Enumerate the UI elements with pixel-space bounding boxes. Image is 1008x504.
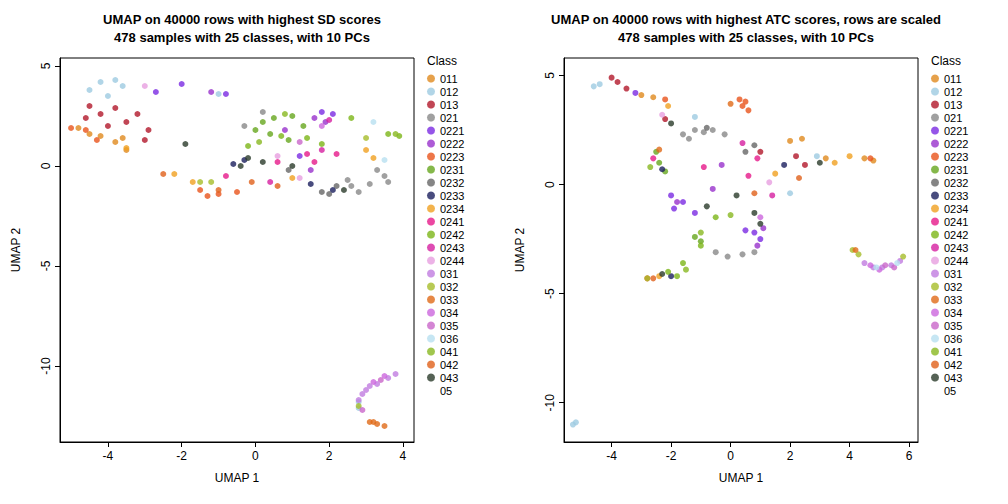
svg-text:011: 011 [944,73,962,85]
svg-text:0242: 0242 [440,229,464,241]
svg-text:-4: -4 [606,449,617,463]
svg-text:032: 032 [440,281,458,293]
svg-text:0243: 0243 [440,242,464,254]
svg-text:5: 5 [39,62,53,69]
svg-text:021: 021 [944,112,962,124]
svg-text:0241: 0241 [944,216,968,228]
svg-text:012: 012 [944,86,962,98]
svg-text:0223: 0223 [440,151,464,163]
svg-text:011: 011 [440,73,458,85]
svg-text:033: 033 [944,294,962,306]
svg-text:042: 042 [440,359,458,371]
svg-text:2: 2 [787,449,794,463]
svg-text:0221: 0221 [944,125,968,137]
svg-text:-10: -10 [39,357,53,375]
svg-text:UMAP 1: UMAP 1 [719,471,764,485]
svg-text:Class: Class [427,54,457,68]
svg-text:013: 013 [944,99,962,111]
svg-text:0222: 0222 [440,138,464,150]
svg-text:2: 2 [326,449,333,463]
svg-text:031: 031 [440,268,458,280]
svg-text:0: 0 [252,449,259,463]
svg-text:0234: 0234 [440,203,464,215]
svg-text:0221: 0221 [440,125,464,137]
svg-text:031: 031 [944,268,962,280]
svg-text:478 samples with 25 classes, w: 478 samples with 25 classes, with 10 PCs [114,30,370,45]
svg-text:0232: 0232 [944,177,968,189]
svg-text:4: 4 [846,449,853,463]
svg-text:Class: Class [931,54,961,68]
svg-text:UMAP 2: UMAP 2 [513,227,527,272]
svg-text:0231: 0231 [944,164,968,176]
svg-text:0234: 0234 [944,203,968,215]
svg-text:0: 0 [39,162,53,169]
svg-text:042: 042 [944,359,962,371]
svg-text:035: 035 [944,320,962,332]
svg-text:041: 041 [944,346,962,358]
svg-text:032: 032 [944,281,962,293]
svg-text:036: 036 [440,333,458,345]
svg-text:0244: 0244 [440,255,464,267]
svg-text:0232: 0232 [440,177,464,189]
svg-text:0: 0 [727,449,734,463]
svg-text:-2: -2 [176,449,187,463]
svg-text:021: 021 [440,112,458,124]
svg-text:0231: 0231 [440,164,464,176]
svg-text:4: 4 [400,449,407,463]
svg-text:5: 5 [543,72,557,79]
svg-text:034: 034 [440,307,458,319]
svg-text:043: 043 [440,372,458,384]
svg-text:0243: 0243 [944,242,968,254]
svg-text:-4: -4 [103,449,114,463]
svg-text:UMAP 1: UMAP 1 [215,471,260,485]
svg-text:013: 013 [440,99,458,111]
svg-text:0241: 0241 [440,216,464,228]
svg-text:UMAP on 40000 rows with highes: UMAP on 40000 rows with highest ATC scor… [551,12,941,27]
svg-text:0244: 0244 [944,255,968,267]
svg-text:041: 041 [440,346,458,358]
svg-text:043: 043 [944,372,962,384]
svg-text:033: 033 [440,294,458,306]
svg-text:012: 012 [440,86,458,98]
svg-text:0223: 0223 [944,151,968,163]
svg-text:036: 036 [944,333,962,345]
svg-text:0222: 0222 [944,138,968,150]
svg-text:-5: -5 [39,260,53,271]
svg-text:035: 035 [440,320,458,332]
svg-text:UMAP 2: UMAP 2 [9,227,23,272]
svg-text:05: 05 [944,385,956,397]
svg-text:-2: -2 [666,449,677,463]
svg-text:034: 034 [944,307,962,319]
svg-text:05: 05 [440,385,452,397]
svg-text:-10: -10 [543,394,557,412]
svg-text:478 samples with 25 classes, w: 478 samples with 25 classes, with 10 PCs [618,30,874,45]
svg-text:0242: 0242 [944,229,968,241]
svg-text:0233: 0233 [944,190,968,202]
svg-text:UMAP on 40000 rows with highes: UMAP on 40000 rows with highest SD score… [103,12,381,27]
svg-text:0: 0 [543,181,557,188]
svg-text:-5: -5 [543,288,557,299]
svg-text:0233: 0233 [440,190,464,202]
svg-text:6: 6 [906,449,913,463]
